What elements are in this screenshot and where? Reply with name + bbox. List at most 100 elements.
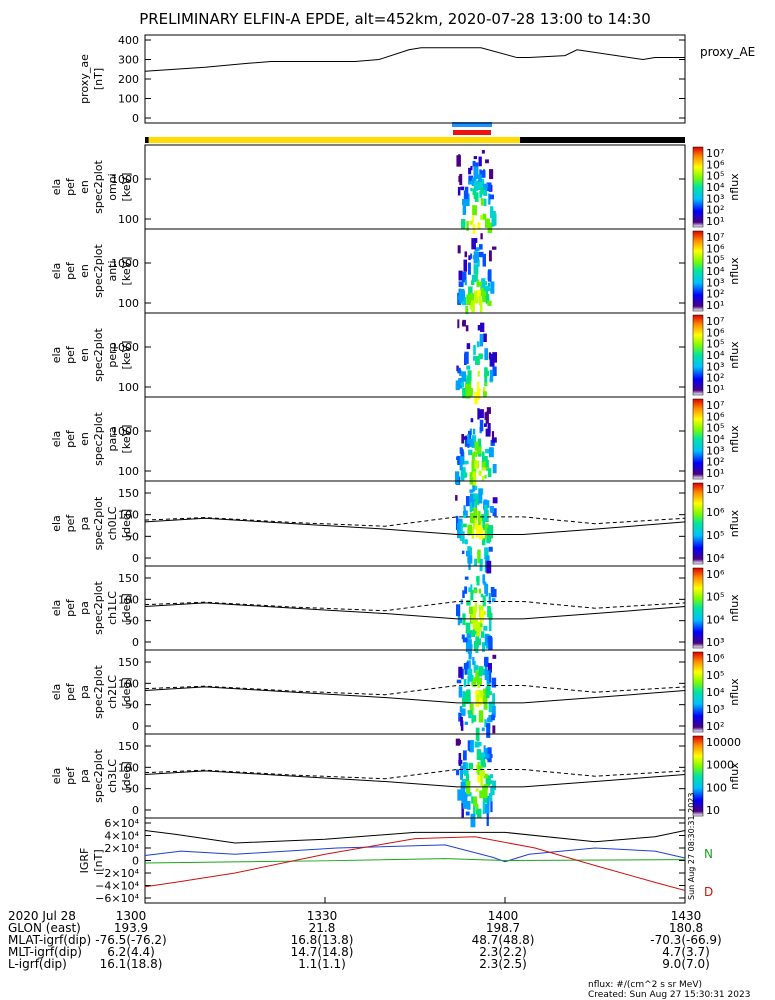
spectrogram-pixel	[472, 428, 476, 435]
spectrogram-pixel	[481, 537, 486, 546]
spectrogram-pixel	[483, 581, 487, 586]
spectrogram-pixel	[464, 586, 468, 594]
spectrogram-pixel	[473, 156, 478, 160]
ylabel-line: [deg]	[120, 677, 133, 706]
colorbar-tick-label: 10⁷	[706, 399, 724, 412]
colorbar	[692, 735, 704, 817]
spectrogram-pixel	[459, 459, 463, 471]
spectrogram-pixel	[464, 539, 468, 545]
spectrogram-pixel	[460, 186, 464, 191]
spectrogram-pixel	[488, 546, 493, 552]
spectrogram-pixel	[482, 801, 485, 815]
spectrogram-pixel	[481, 150, 485, 154]
spectrogram-pixel	[471, 460, 477, 473]
spectrogram-pixel	[462, 796, 467, 808]
ephemeris-value: 2.3(2.2)	[479, 945, 527, 959]
igrf-black-line	[144, 830, 686, 844]
ylabel-line: en	[78, 348, 91, 362]
spectrogram-pixel	[484, 370, 490, 377]
ytick-label: 0	[132, 636, 139, 649]
spectrogram-pixel	[468, 449, 473, 456]
ytick-label: 100	[118, 93, 139, 106]
ytick-label: −4×10⁴	[95, 880, 139, 893]
spectrogram-pixel	[479, 623, 483, 628]
panel-frame	[144, 228, 686, 314]
spectrogram-pixel	[463, 505, 466, 510]
colorbar-tick-label: 10⁷	[706, 147, 724, 160]
spectrogram-pixel	[457, 789, 462, 801]
spectrogram-pixel	[482, 475, 485, 481]
spectrogram-pixel	[476, 290, 482, 298]
spectrogram-pixel	[480, 756, 486, 768]
ylabel-line: [keV]	[120, 425, 133, 454]
colorbar-tick-label: 10¹	[706, 467, 724, 480]
spectrogram-pixel	[474, 485, 478, 491]
ytick-label: 50	[125, 783, 139, 796]
spectrogram-pixel	[477, 182, 483, 191]
spectrogram-pixel	[482, 467, 486, 471]
spectrogram-pixel	[485, 555, 490, 562]
spectrogram-pixel	[483, 773, 488, 779]
spectrogram-pixel	[485, 448, 490, 454]
panel-frame	[144, 480, 686, 567]
spectrogram-pixel	[466, 365, 471, 370]
ytick-label: 0	[132, 804, 139, 817]
spectrogram-pixel	[458, 154, 461, 164]
spectrogram-pixel	[481, 514, 485, 522]
spectrogram-pixel	[484, 348, 488, 361]
spectrogram-pixel	[474, 392, 478, 405]
spectrogram-pixel	[484, 636, 487, 646]
spectrogram-pixel	[461, 198, 467, 206]
spectrogram-pixel	[469, 703, 474, 715]
spectrogram-pixel	[464, 435, 468, 447]
spectrogram-pixel	[457, 319, 460, 329]
spectrogram-pixel	[484, 669, 489, 674]
ytick-label: 100	[118, 465, 139, 478]
spectrogram-pixel	[487, 423, 491, 434]
ytick-label: 1000	[111, 257, 139, 270]
spectrogram-pixel	[483, 784, 488, 798]
colorbar-tick-label: 10⁴	[706, 686, 725, 699]
spectrogram-pixel	[480, 752, 485, 758]
ylabel-line: [keV]	[120, 341, 133, 370]
colorbar-tick-label: 10³	[706, 360, 724, 373]
spectrogram-pixel	[461, 803, 464, 818]
spectrogram-pixel	[471, 299, 474, 311]
spectrogram-pixel	[486, 560, 492, 574]
spectrogram-pixel	[484, 374, 488, 387]
spectrogram-pixel	[465, 811, 470, 816]
spectrogram-pixel	[488, 714, 493, 723]
spectrogram-pixel	[481, 291, 487, 297]
spectrogram-pixel	[484, 547, 489, 560]
spectrogram-pixel	[470, 589, 474, 601]
spectrogram-pixel	[468, 371, 471, 384]
spectrogram-pixel	[478, 588, 482, 594]
colorbar-tick-label: 10⁷	[706, 483, 724, 496]
spectrogram-pixel	[473, 796, 478, 807]
spectrogram-pixel	[492, 464, 497, 474]
spectrogram-pixel	[476, 690, 480, 702]
spectrogram-pixel	[467, 710, 473, 715]
ylabel-line: pef	[64, 177, 77, 196]
spectrogram-pixel	[486, 407, 491, 414]
spectrogram-pixel	[465, 692, 471, 704]
ylabel-line: [keV]	[120, 257, 133, 286]
spectrogram-pixel	[463, 510, 468, 516]
spectrogram-pixel	[470, 584, 473, 593]
ephemeris-label: MLAT-igrf(dip)	[8, 933, 91, 947]
panel-frame	[144, 817, 686, 904]
ylabel-line: pef	[64, 261, 77, 280]
spectrogram-pixel	[487, 663, 492, 673]
spectrogram-pixel	[489, 369, 494, 381]
spectrogram-pixel	[473, 345, 476, 356]
colorbar	[692, 230, 704, 312]
loss-cone-line	[144, 770, 686, 788]
spectrogram-pixel	[473, 665, 479, 671]
spectrogram-pixel	[479, 409, 484, 419]
spectrogram-pixel	[466, 221, 469, 231]
spectrogram-pixel	[484, 218, 490, 228]
spectrogram-pixel	[488, 352, 492, 360]
ytick-label: 150	[118, 740, 139, 753]
ylabel-line: [nT]	[92, 849, 105, 871]
